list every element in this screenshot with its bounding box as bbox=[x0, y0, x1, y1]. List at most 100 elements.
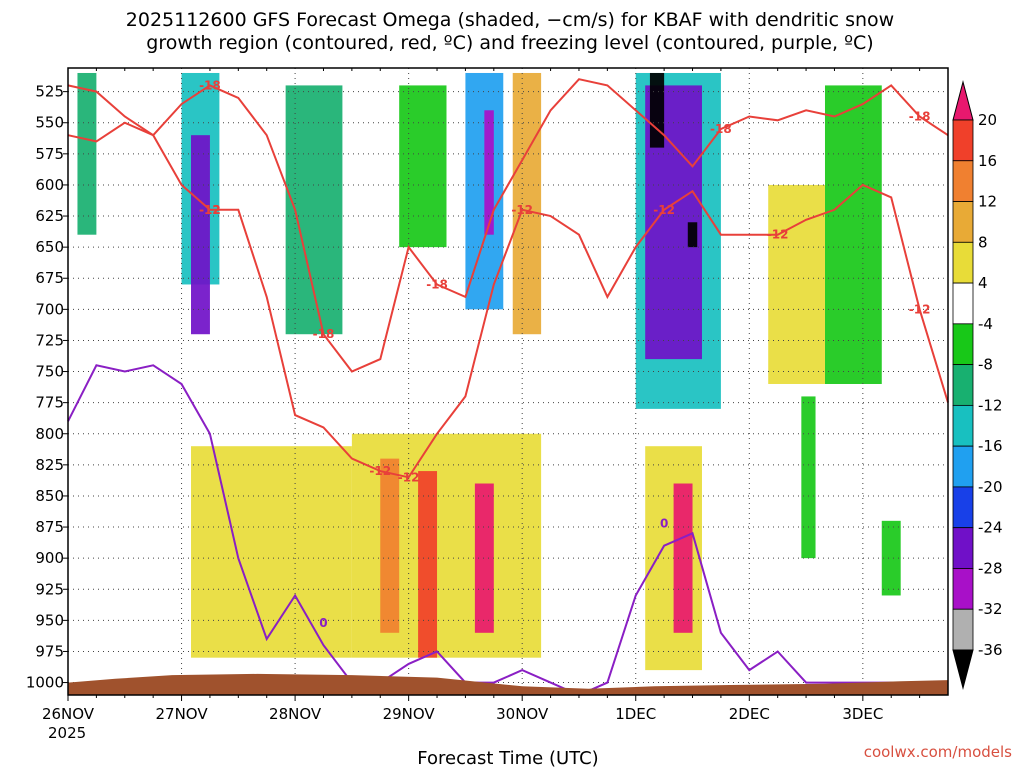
contours: -12-18-12-12-18-18-12-12 -12-18-12-18-120… bbox=[67, 78, 949, 697]
omega-cell-0 bbox=[77, 72, 97, 235]
x-axis-time: 26NOV 27NOV 28NOV 29NOV 30NOV 1DEC 2DEC 3DEC bbox=[42, 68, 921, 723]
chart-title-line1: 2025112600 GFS Forecast Omega (shaded, −… bbox=[126, 9, 894, 31]
plot-area: -12-18-12-12-18-18-12-12 -12-18-12-18-120… bbox=[67, 67, 949, 697]
x-tick-label-30NOV: 30NOV bbox=[496, 705, 549, 723]
contour-label-red-2: -12 bbox=[199, 203, 221, 217]
plot-frame bbox=[67, 67, 949, 696]
colorbar-label-4: 4 bbox=[978, 274, 988, 292]
colorbar-upper-triangle bbox=[952, 80, 974, 121]
y-tick-label-825: 825 bbox=[35, 456, 64, 474]
y-tick-label-675: 675 bbox=[35, 269, 64, 287]
y-tick-label-925: 925 bbox=[35, 580, 64, 598]
credit-footer: coolwx.com/models bbox=[864, 743, 1012, 761]
contour-freezing_level_0C bbox=[67, 364, 948, 697]
chart-title-line2: growth region (contoured, red, ºC) and f… bbox=[146, 32, 873, 54]
y-tick-label-650: 650 bbox=[35, 238, 64, 256]
contour-label-red-4: -18 bbox=[313, 327, 335, 341]
omega-cell-6 bbox=[484, 110, 494, 235]
omega-cell-16 bbox=[380, 458, 400, 633]
colorbar-band-5 bbox=[952, 323, 974, 366]
contour-label-red-1: -18 bbox=[199, 78, 221, 92]
y-axis-pressure: 525 550 575 600 625 650 675 700 725 750 775 800 825 8… bbox=[26, 83, 68, 692]
y-tick-label-875: 875 bbox=[35, 518, 64, 536]
contour-label-purple-0: 0 bbox=[319, 616, 327, 630]
x-tick-label-2DEC: 2DEC bbox=[729, 705, 770, 723]
y-tick-label-725: 725 bbox=[35, 331, 64, 349]
colorbar-label-10: -24 bbox=[978, 519, 1003, 537]
y-tick-label-625: 625 bbox=[35, 207, 64, 225]
omega-cell-17 bbox=[418, 471, 438, 658]
contour-label-red-11: -18 bbox=[909, 110, 931, 124]
contour-label-purple-1: 0 bbox=[660, 517, 668, 531]
y-tick-label-1000: 1000 bbox=[26, 674, 64, 692]
colorbar-label-12: -32 bbox=[978, 600, 1003, 618]
y-tick-label-700: 700 bbox=[35, 300, 64, 318]
x-tick-label-1DEC: 1DEC bbox=[615, 705, 656, 723]
colorbar-label-9: -20 bbox=[978, 478, 1003, 496]
x-axis-year: 2025 bbox=[48, 724, 86, 742]
omega-cell-22 bbox=[881, 520, 901, 596]
omega-cell-4 bbox=[399, 85, 447, 248]
omega-cell-5 bbox=[465, 72, 504, 310]
y-tick-label-900: 900 bbox=[35, 549, 64, 567]
contour-label-red-0: -12 bbox=[199, 203, 221, 217]
y-tick-label-600: 600 bbox=[35, 176, 64, 194]
colorbar-band-7 bbox=[952, 404, 974, 447]
colorbar-band-0 bbox=[952, 119, 974, 162]
y-tick-label-975: 975 bbox=[35, 642, 64, 660]
contour-dendritic_top_-18C bbox=[67, 78, 949, 373]
y-tick-label-550: 550 bbox=[35, 114, 64, 132]
colorbar-label-13: -36 bbox=[978, 641, 1003, 659]
colorbar-band-9 bbox=[952, 486, 974, 529]
colorbar-label-1: 16 bbox=[978, 152, 997, 170]
x-tick-label-26NOV: 26NOV bbox=[42, 705, 95, 723]
colorbar-label-6: -8 bbox=[978, 356, 993, 374]
y-tick-label-775: 775 bbox=[35, 394, 64, 412]
x-tick-label-28NOV: 28NOV bbox=[269, 705, 322, 723]
colorbar-label-2: 12 bbox=[978, 193, 997, 211]
colorbar-band-10 bbox=[952, 527, 974, 569]
colorbar-band-12 bbox=[952, 608, 974, 651]
x-axis-label: Forecast Time (UTC) bbox=[417, 748, 598, 768]
contour-label-red-9: -18 bbox=[710, 122, 732, 136]
omega-cell-10 bbox=[649, 72, 665, 148]
colorbar-lower-triangle bbox=[952, 649, 974, 690]
omega-cell-18 bbox=[474, 483, 494, 633]
colorbar-band-1 bbox=[952, 160, 974, 202]
terrain-band bbox=[68, 673, 948, 695]
omega-cell-13 bbox=[768, 184, 825, 384]
contour-label-red-8: -12 bbox=[653, 203, 675, 217]
contour-label-red-5: -18 bbox=[426, 277, 448, 291]
y-tick-label-750: 750 bbox=[35, 363, 64, 381]
terrain-ground bbox=[68, 673, 948, 695]
omega-cell-2 bbox=[191, 135, 210, 335]
omega-cell-11 bbox=[687, 222, 698, 248]
colorbar-label-0: 20 bbox=[978, 111, 997, 129]
colorbar-band-4 bbox=[952, 282, 974, 325]
colorbar-band-6 bbox=[952, 364, 974, 406]
omega-cell-21 bbox=[801, 396, 816, 559]
contour-dendritic_bottom_-12C bbox=[67, 121, 949, 479]
x-tick-label-29NOV: 29NOV bbox=[383, 705, 436, 723]
y-tick-label-950: 950 bbox=[35, 611, 64, 629]
colorbar-band-8 bbox=[952, 445, 974, 488]
contour-label-red-6: -12 bbox=[369, 464, 391, 478]
colorbar-band-11 bbox=[952, 568, 974, 610]
omega-cell-14 bbox=[191, 446, 352, 658]
contour-label-red-7: -12 bbox=[511, 203, 533, 217]
colorbar-band-3 bbox=[952, 241, 974, 284]
contour-label-red-12: -12 bbox=[909, 302, 931, 316]
contour-label-red-3: -12 bbox=[398, 470, 420, 484]
colorbar-band-2 bbox=[952, 201, 974, 243]
colorbar-label-7: -12 bbox=[978, 396, 1003, 414]
omega-cell-12 bbox=[824, 85, 882, 384]
gridlines bbox=[68, 68, 948, 695]
omega-cell-7 bbox=[512, 72, 542, 335]
y-tick-label-850: 850 bbox=[35, 487, 64, 505]
y-tick-label-800: 800 bbox=[35, 425, 64, 443]
colorbar: 20 16 12 8 4 -4 -8 -12 -16 -20 -24 -28 -32 -36 bbox=[952, 80, 1003, 690]
x-tick-label-27NOV: 27NOV bbox=[155, 705, 208, 723]
y-tick-label-525: 525 bbox=[35, 83, 64, 101]
y-tick-label-575: 575 bbox=[35, 145, 64, 163]
